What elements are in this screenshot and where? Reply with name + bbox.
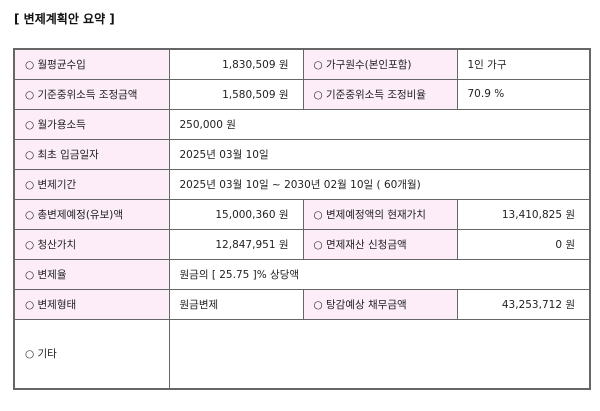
circle-bullet-icon: ○	[313, 58, 323, 71]
value-present-value: 13,410,825 원	[456, 198, 591, 230]
circle-bullet-icon: ○	[313, 238, 323, 251]
label-text: 월평균수입	[37, 58, 86, 71]
table-row: ○ 변제형태 원금변제 ○ 탕감예상 채무금액 43,253,712 원	[13, 288, 591, 320]
label-text: 변제형태	[37, 298, 77, 311]
value-median-adjusted-ratio: 70.9 %	[456, 78, 591, 110]
label-text: 기준중위소득 조정비율	[326, 88, 426, 101]
circle-bullet-icon: ○	[25, 208, 35, 221]
circle-bullet-icon: ○	[25, 118, 35, 131]
repayment-summary-table: ○ 월평균수입 1,830,509 원 ○ 가구원수(본인포함) 1인 가구 ○…	[13, 48, 591, 390]
value-household: 1인 가구	[456, 48, 591, 80]
value-monthly-income: 1,830,509 원	[168, 48, 304, 80]
label-text: 청산가치	[37, 238, 77, 251]
circle-bullet-icon: ○	[313, 208, 323, 221]
table-row: ○ 월가용소득 250,000 원	[13, 108, 591, 140]
label-disposable-income: ○ 월가용소득	[13, 108, 170, 140]
table-row: ○ 총변제예정(유보)액 15,000,360 원 ○ 변제예정액의 현재가치 …	[13, 198, 591, 230]
label-liquidation-value: ○ 청산가치	[13, 228, 170, 260]
label-text: 변제율	[37, 268, 67, 281]
label-other: ○ 기타	[13, 318, 170, 390]
circle-bullet-icon: ○	[25, 58, 35, 71]
value-disposable-income: 250,000 원	[168, 108, 591, 140]
label-expected-forgiven-debt: ○ 탕감예상 채무금액	[302, 288, 458, 320]
label-text: 총변제예정(유보)액	[37, 208, 123, 221]
circle-bullet-icon: ○	[25, 238, 35, 251]
label-text: 변제기간	[37, 178, 77, 191]
label-repayment-rate: ○ 변제율	[13, 258, 170, 290]
value-first-payment-date: 2025년 03월 10일	[168, 138, 591, 170]
value-repayment-rate: 원금의 [ 25.75 ]% 상당액	[168, 258, 591, 290]
label-first-payment-date: ○ 최초 입금일자	[13, 138, 170, 170]
table-row: ○ 기준중위소득 조정금액 1,580,509 원 ○ 기준중위소득 조정비율 …	[13, 78, 591, 110]
page-title: [ 변제계획안 요약 ]	[14, 12, 115, 26]
value-exempt-property: 0 원	[456, 228, 591, 260]
table-row: ○ 최초 입금일자 2025년 03월 10일	[13, 138, 591, 170]
circle-bullet-icon: ○	[25, 88, 35, 101]
label-median-adjusted-amount: ○ 기준중위소득 조정금액	[13, 78, 170, 110]
circle-bullet-icon: ○	[25, 268, 35, 281]
label-text: 탕감예상 채무금액	[326, 298, 407, 311]
value-repayment-period: 2025년 03월 10일 ~ 2030년 02월 10일 ( 60개월)	[168, 168, 591, 200]
label-text: 월가용소득	[37, 118, 86, 131]
label-total-repayment: ○ 총변제예정(유보)액	[13, 198, 170, 230]
label-text: 변제예정액의 현재가치	[326, 208, 426, 221]
value-total-repayment: 15,000,360 원	[168, 198, 304, 230]
label-text: 기준중위소득 조정금액	[37, 88, 138, 101]
circle-bullet-icon: ○	[25, 348, 35, 361]
circle-bullet-icon: ○	[25, 148, 35, 161]
circle-bullet-icon: ○	[313, 88, 323, 101]
value-expected-forgiven-debt: 43,253,712 원	[456, 288, 591, 320]
table-row: ○ 청산가치 12,847,951 원 ○ 면제재산 신청금액 0 원	[13, 228, 591, 260]
label-monthly-income: ○ 월평균수입	[13, 48, 170, 80]
label-text: 최초 입금일자	[37, 148, 99, 161]
label-text: 면제재산 신청금액	[326, 238, 407, 251]
label-exempt-property: ○ 면제재산 신청금액	[302, 228, 458, 260]
circle-bullet-icon: ○	[25, 178, 35, 191]
label-median-adjusted-ratio: ○ 기준중위소득 조정비율	[302, 78, 458, 110]
table-row: ○ 변제율 원금의 [ 25.75 ]% 상당액	[13, 258, 591, 290]
value-repayment-type: 원금변제	[168, 288, 304, 320]
table-row: ○ 월평균수입 1,830,509 원 ○ 가구원수(본인포함) 1인 가구	[13, 48, 591, 80]
label-household: ○ 가구원수(본인포함)	[302, 48, 458, 80]
label-repayment-type: ○ 변제형태	[13, 288, 170, 320]
table-row: ○ 기타	[13, 318, 591, 390]
label-text: 기타	[37, 348, 57, 361]
label-repayment-period: ○ 변제기간	[13, 168, 170, 200]
value-median-adjusted-amount: 1,580,509 원	[168, 78, 304, 110]
table-row: ○ 변제기간 2025년 03월 10일 ~ 2030년 02월 10일 ( 6…	[13, 168, 591, 200]
circle-bullet-icon: ○	[313, 298, 323, 311]
label-text: 가구원수(본인포함)	[326, 58, 412, 71]
label-present-value: ○ 변제예정액의 현재가치	[302, 198, 458, 230]
value-liquidation-value: 12,847,951 원	[168, 228, 304, 260]
value-other	[168, 318, 591, 390]
circle-bullet-icon: ○	[25, 298, 35, 311]
